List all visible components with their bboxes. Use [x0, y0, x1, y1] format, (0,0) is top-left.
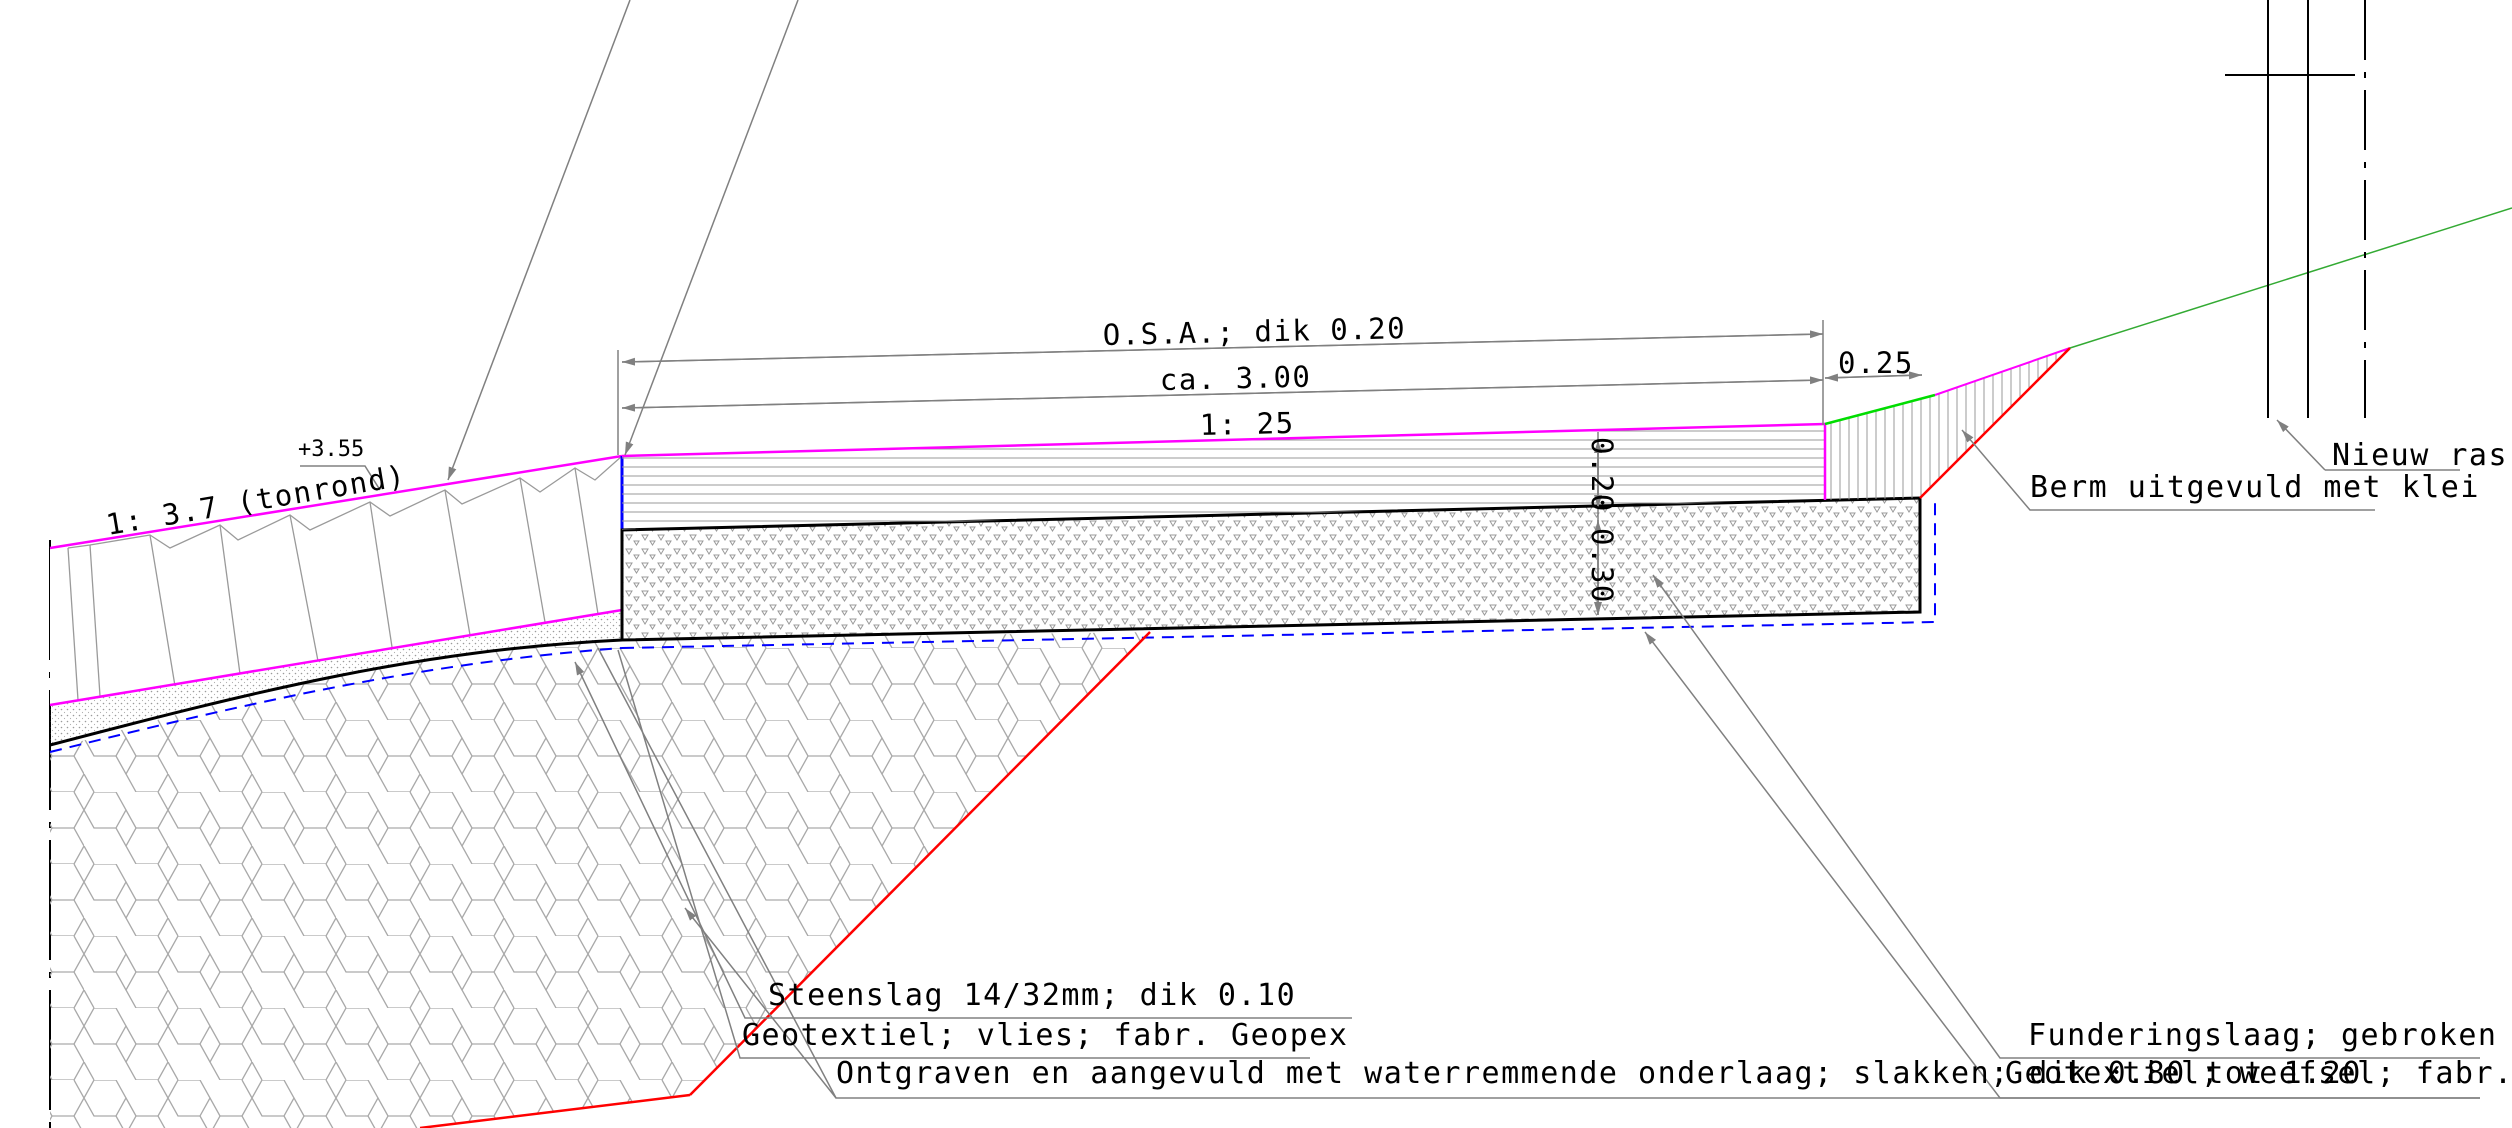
fundering-label: Funderingslaag; gebroken betc: [2028, 1018, 2512, 1053]
verge-slope-edge: [1934, 347, 2071, 396]
slope-base-line: [49, 638, 623, 747]
ontgraven-label: Ontgraven en aangevuld met waterremmende…: [836, 1056, 2362, 1091]
leader-lines: [300, 0, 2480, 1099]
revetment-block-lines: [67, 455, 623, 701]
verge-clay-fill: [1825, 348, 2070, 500]
thickness-top-label: 0.20: [1585, 437, 1619, 513]
asphalt-fill: [622, 424, 1825, 530]
geotextiel-weefsel-label: Geotextiel; weefsel; fabr. Geope: [2005, 1056, 2512, 1091]
nieuw-label: Nieuw ras: [2332, 438, 2508, 473]
asphalt-top-edge: [621, 422, 1826, 458]
level-label: +3.55: [298, 437, 364, 462]
fence-post: [2225, 0, 2366, 418]
existing-ground-line: [2069, 207, 2512, 349]
slope-geotextile-line: [49, 647, 623, 753]
slope-top-edge: [49, 454, 623, 550]
berm-label: Berm uitgevuld met klei: [2030, 470, 2480, 505]
slope-steenslag-fill: [50, 610, 622, 745]
verge-top-edge: [1824, 393, 1936, 426]
thickness-bottom-label: 0.30: [1585, 528, 1619, 604]
steenslag-label: Steenslag 14/32mm; dik 0.10: [768, 978, 1296, 1013]
width-label: ca. 3.00: [1159, 360, 1311, 397]
verge-width-label: 0.25: [1838, 346, 1914, 380]
slope-revetment-fill: [50, 456, 622, 705]
slope-bottom-edge: [49, 608, 623, 707]
geotextiel-vlies-label: Geotextiel; vlies; fabr. Geopex: [742, 1018, 1348, 1053]
excavation-fill: [50, 632, 1150, 1128]
dimension-lines: [617, 320, 1923, 615]
osa-label: O.S.A.; dik 0.20: [1102, 311, 1406, 352]
slope-top-label: 1: 25: [1199, 406, 1295, 442]
